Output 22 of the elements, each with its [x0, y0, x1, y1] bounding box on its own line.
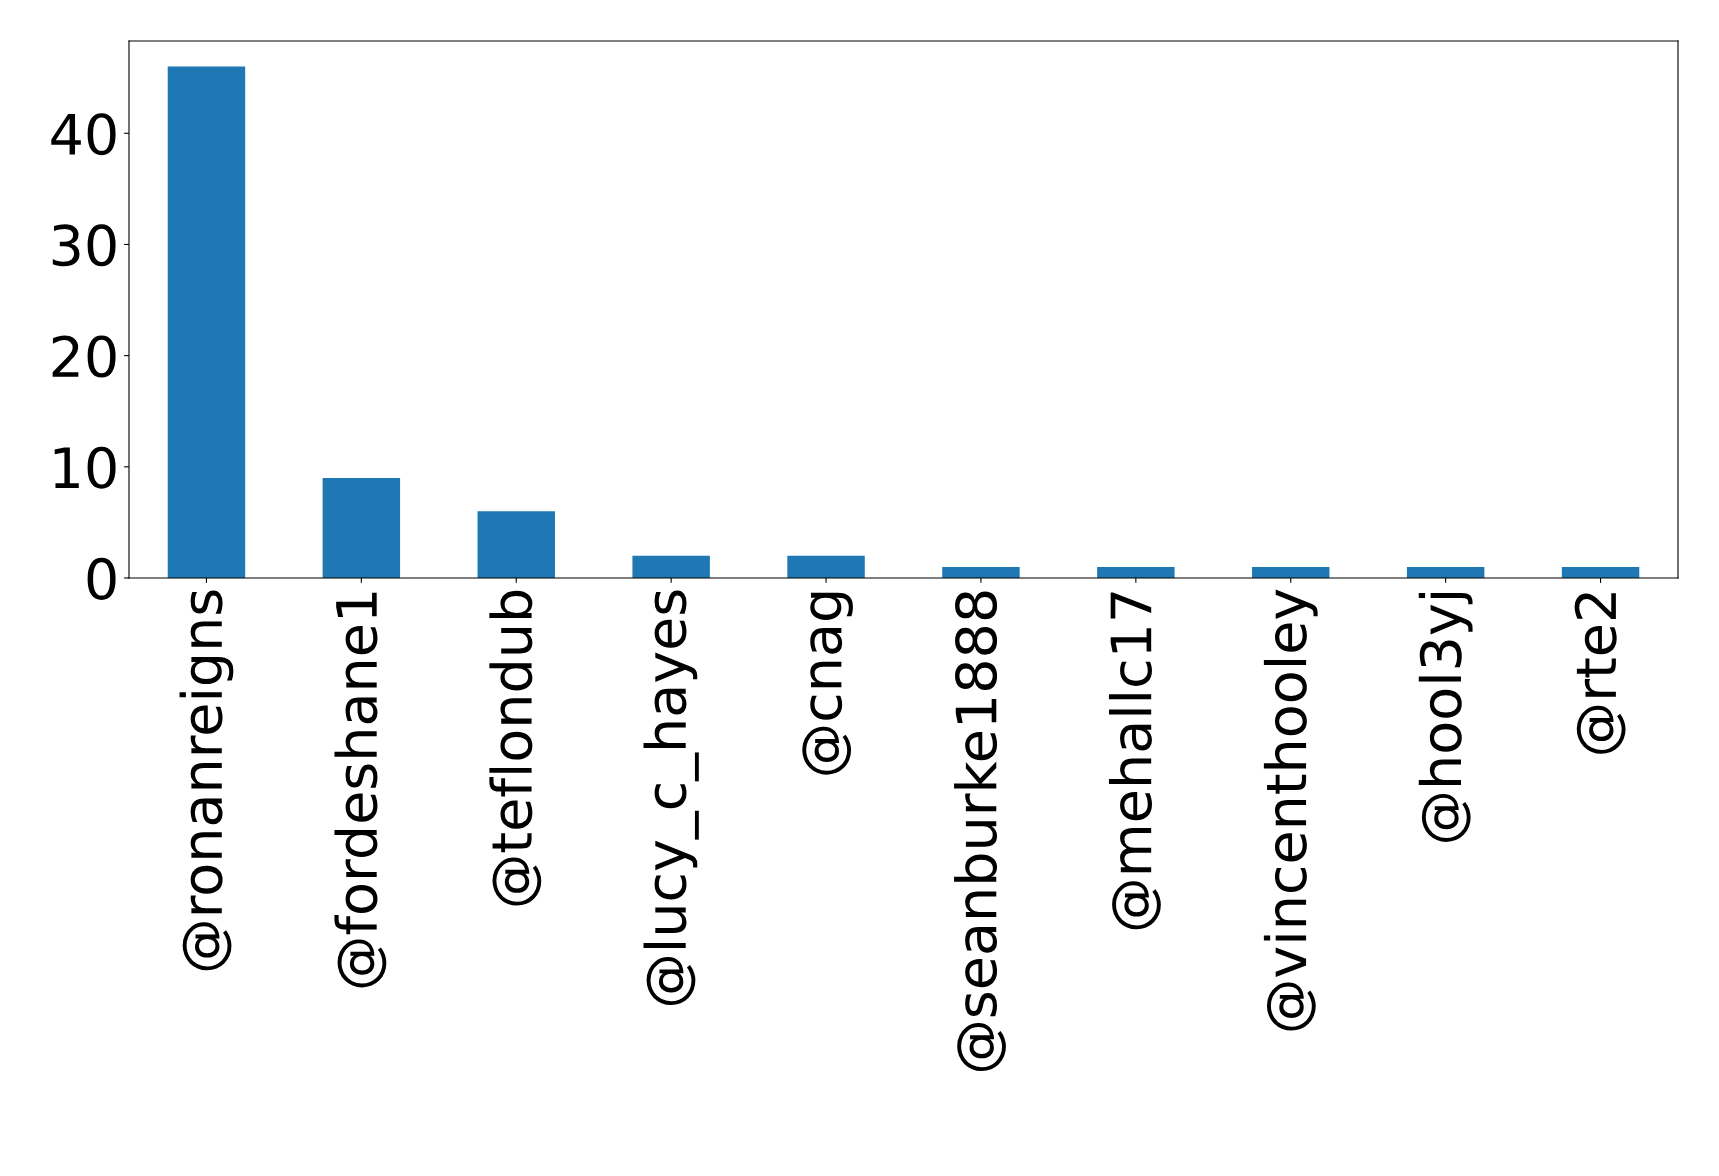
bar: [1097, 566, 1175, 578]
bar: [322, 477, 401, 578]
bar: [167, 66, 246, 578]
y-tick-label: 20: [52, 335, 116, 378]
x-tick-label: @seanburke1888: [954, 591, 1006, 1072]
x-tick-label: @ronanreigns: [179, 590, 234, 971]
y-tick-label: 0: [87, 557, 116, 600]
bar: [787, 555, 865, 578]
x-tick-label: @vincenthooley: [1263, 589, 1318, 1031]
bar: [632, 555, 710, 578]
x-tick-label: @cnag: [802, 592, 853, 775]
x-tick-label: @fordeshane1: [334, 592, 387, 988]
x-tick-label: @mehallc17: [1108, 592, 1161, 930]
x-tick-label: @lucy_c_hayes: [643, 590, 699, 1006]
bar: [477, 511, 555, 578]
x-tick-label: @teflondub: [489, 590, 542, 906]
x-tick-label: @hool3yj: [1418, 592, 1473, 842]
y-tick-label: 10: [54, 446, 116, 489]
y-tick-label: 30: [52, 224, 116, 267]
x-tick-label: @rte2: [1574, 593, 1626, 754]
bar: [942, 566, 1020, 578]
y-tick-label: 40: [51, 113, 116, 156]
